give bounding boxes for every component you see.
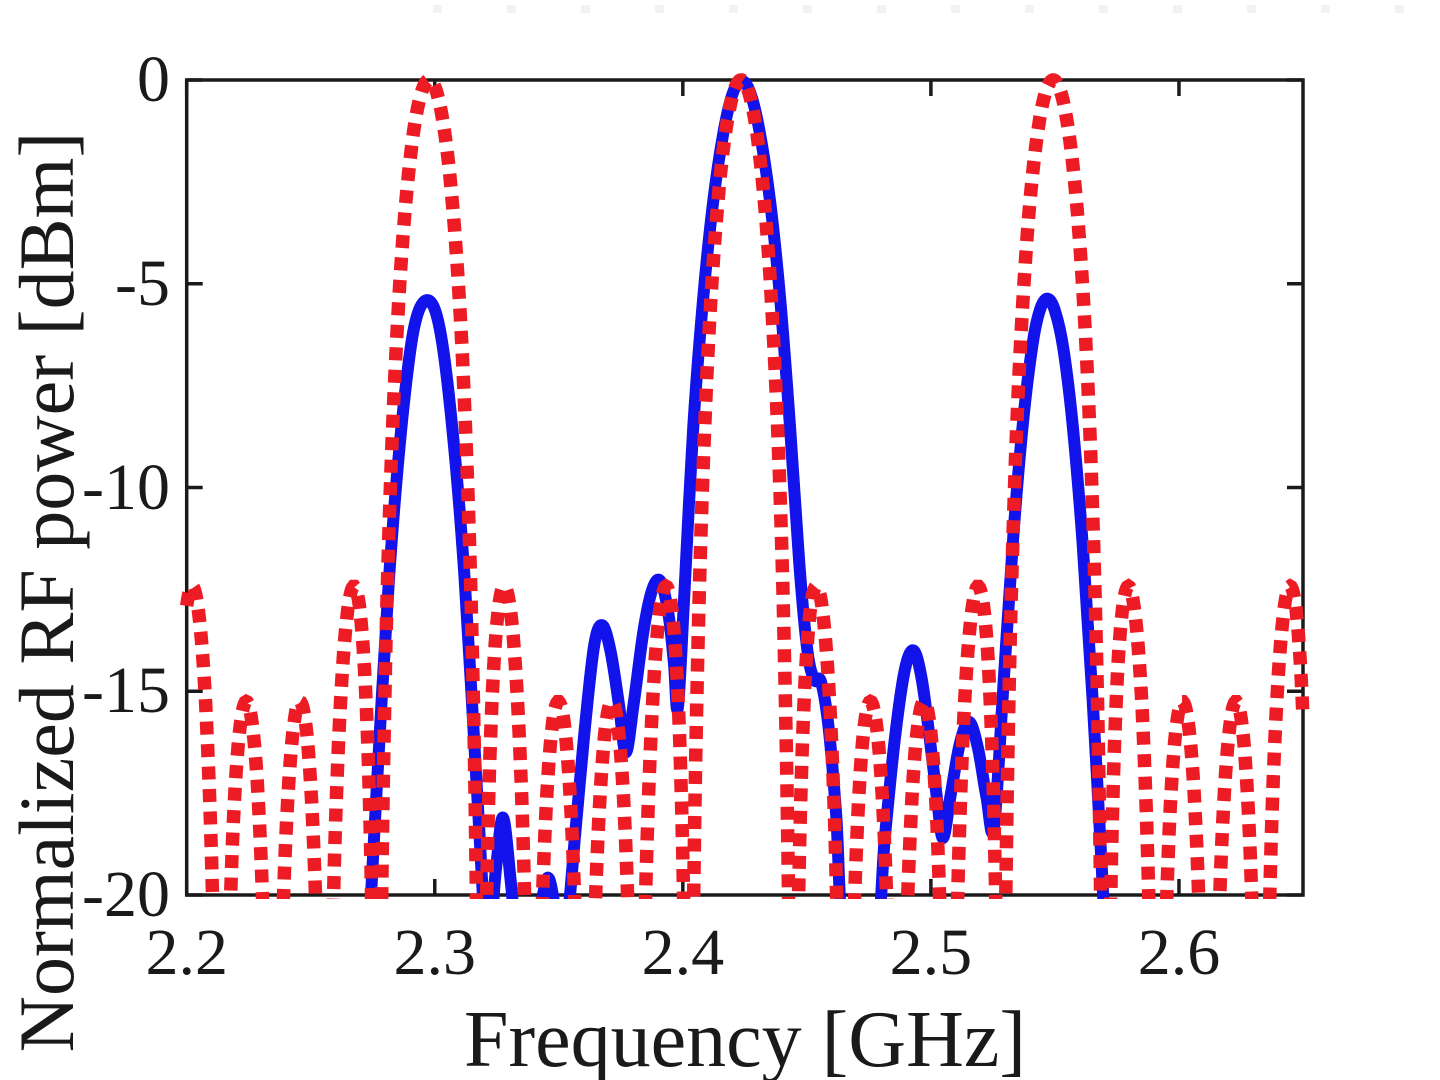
top-edge-artifact-dot xyxy=(951,5,960,13)
y-tick-label: -15 xyxy=(82,654,170,728)
x-tick-label: 2.4 xyxy=(641,916,725,989)
top-edge-artifact-dot xyxy=(581,5,590,13)
y-tick-label: -5 xyxy=(115,246,170,320)
x-tick-label: 2.5 xyxy=(889,916,973,989)
top-edge-artifact-dot xyxy=(877,5,886,13)
series-group xyxy=(180,73,1310,899)
x-tick-label: 2.2 xyxy=(145,916,228,989)
top-edge-artifact-dot xyxy=(433,5,442,13)
top-edge-artifact-dot xyxy=(507,5,516,13)
x-tick-label: 2.6 xyxy=(1137,916,1221,989)
top-edge-artifact-dot xyxy=(1099,5,1108,13)
top-edge-artifact-dot xyxy=(803,5,812,13)
x-axis-title: Frequency [GHz] xyxy=(464,996,1026,1080)
top-edge-artifact-dot xyxy=(1025,5,1034,13)
axes-box xyxy=(184,78,1305,897)
top-edge-artifact-dot xyxy=(1395,5,1404,13)
top-edge-artifact-dot xyxy=(729,5,738,13)
red-dotted-series-line xyxy=(180,73,1310,899)
y-tick-label: 0 xyxy=(137,43,170,116)
y-tick-label: -20 xyxy=(82,858,170,931)
top-edge-artifact-dot xyxy=(1321,5,1330,13)
top-edge-artifact-dot xyxy=(1247,5,1256,13)
y-tick-label: -10 xyxy=(82,450,170,524)
y-axis-title: Normalized RF power [dBm] xyxy=(3,131,90,1053)
plot-border xyxy=(184,78,1305,897)
top-edge-artifact-dot xyxy=(1173,5,1182,13)
x-tick-label: 2.3 xyxy=(393,916,477,989)
top-edge-artifact-dot xyxy=(655,5,664,13)
